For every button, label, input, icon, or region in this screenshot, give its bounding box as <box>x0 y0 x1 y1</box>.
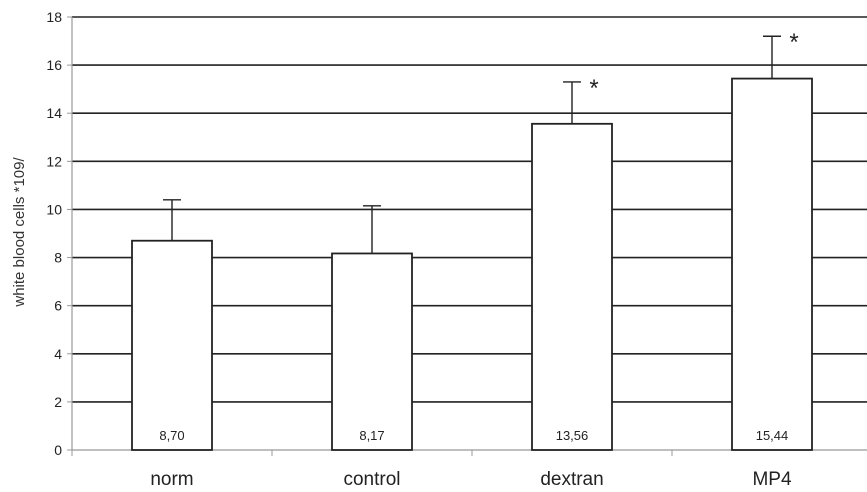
y-tick-label: 10 <box>46 201 62 217</box>
y-tick-label: 2 <box>54 394 62 410</box>
bars <box>131 35 813 451</box>
significance-marker: * <box>789 29 798 56</box>
y-tick-label: 12 <box>46 153 62 169</box>
x-tick-label: norm <box>150 469 193 490</box>
y-tick-label: 4 <box>54 346 62 362</box>
y-tick-label: 16 <box>46 57 62 73</box>
bar <box>531 122 613 451</box>
y-tick-label: 18 <box>46 9 62 25</box>
bar <box>731 77 813 451</box>
bar-value-label: 15,44 <box>756 428 789 443</box>
bar <box>131 239 213 451</box>
bar-value-label: 8,70 <box>159 428 184 443</box>
x-tick-label: MP4 <box>752 469 792 490</box>
y-tick-label: 8 <box>54 250 62 266</box>
y-tick-label: 14 <box>46 105 62 121</box>
bar-value-label: 8,17 <box>359 428 384 443</box>
y-tick-label: 6 <box>54 298 62 314</box>
y-tick-label: 0 <box>54 442 62 458</box>
labels: 0 2 4 6 8 10 12 14 16 18 8,70 norm 8,17 control 13,56 d… <box>46 9 798 490</box>
bar <box>331 252 413 451</box>
x-tick-label: dextran <box>540 469 603 490</box>
y-axis-label: white blood cells *109/ <box>11 157 28 308</box>
significance-marker: * <box>589 75 598 102</box>
x-tick-label: control <box>343 469 400 490</box>
bar-value-label: 13,56 <box>556 428 589 443</box>
